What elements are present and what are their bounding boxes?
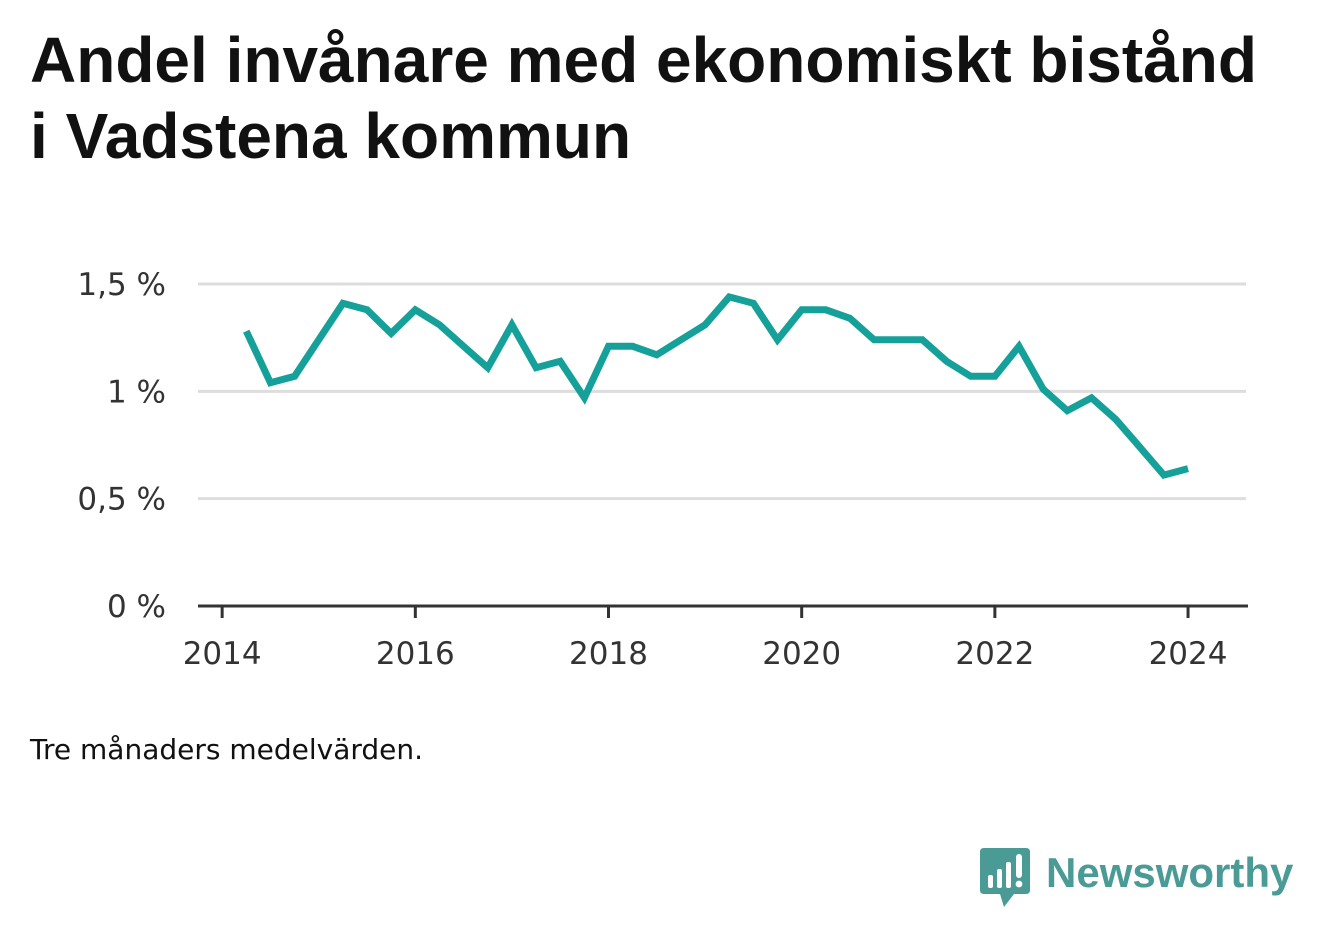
x-axis xyxy=(198,604,1248,618)
newsworthy-logo[interactable]: Newsworthy xyxy=(980,848,1293,910)
y-tick-label: 1 % xyxy=(107,374,166,410)
brand-name: Newsworthy xyxy=(1046,849,1294,896)
bar-chart-speech-bubble-icon xyxy=(980,848,1030,907)
y-tick-label: 1,5 % xyxy=(77,267,166,303)
x-axis-labels: 2014 2016 2018 2020 2022 2024 xyxy=(183,636,1228,672)
x-tick-label: 2014 xyxy=(183,636,262,672)
series-layer xyxy=(243,292,1189,480)
x-tick-label: 2024 xyxy=(1149,636,1228,672)
gridlines xyxy=(198,282,1246,501)
line-chart: 0 % 0,5 % 1 % 1,5 % 2014 2016 2018 2020 2022 202… xyxy=(77,267,1248,672)
footnote: Tre månaders medelvärden. xyxy=(30,733,424,766)
x-tick-label: 2020 xyxy=(762,636,841,672)
y-axis-labels: 0 % 0,5 % 1 % 1,5 % xyxy=(77,267,166,625)
y-tick-label: 0,5 % xyxy=(77,482,166,518)
y-tick-label: 0 % xyxy=(107,589,166,625)
x-tick-label: 2022 xyxy=(955,636,1034,672)
series-line xyxy=(243,292,1189,480)
x-tick-label: 2016 xyxy=(376,636,455,672)
chart-title: Andel invånare med ekonomiskt bistånd i … xyxy=(30,24,1257,172)
x-tick-label: 2018 xyxy=(569,636,648,672)
